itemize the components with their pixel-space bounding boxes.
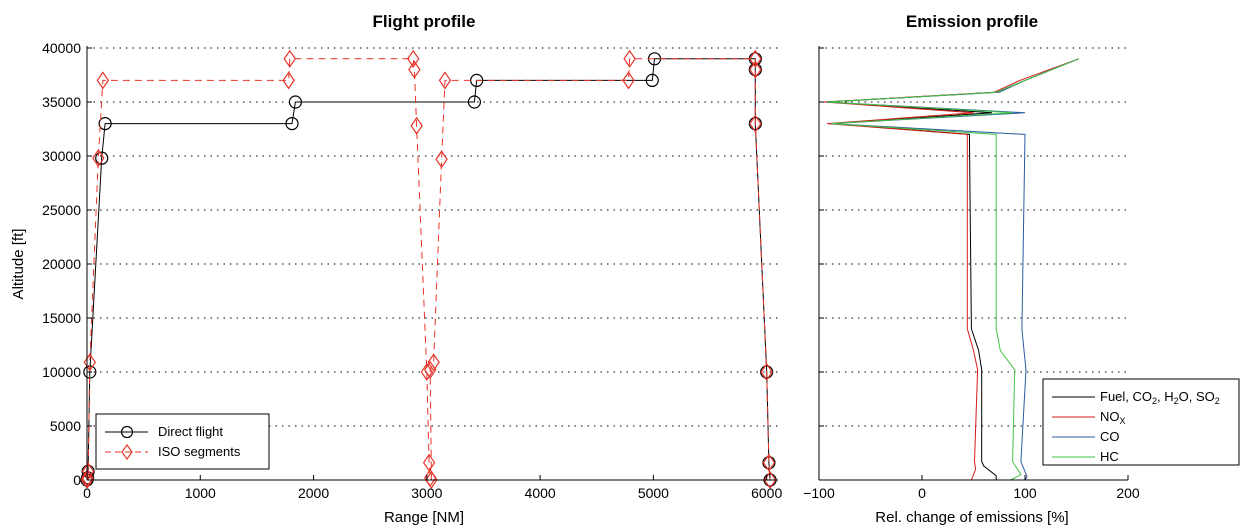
- iso-segments-marker-icon: [121, 443, 133, 461]
- x-tick-label: 0: [83, 485, 91, 501]
- x-tick-label: 200: [1116, 485, 1140, 501]
- y-tick-label: 35000: [42, 94, 81, 110]
- x-tick-label: 3000: [411, 485, 442, 501]
- iso-segment-point: [83, 353, 97, 372]
- y-tick-label: 15000: [42, 310, 81, 326]
- legend-co: CO: [1100, 429, 1120, 444]
- direct-flight-point: [285, 116, 299, 131]
- series-line-direct-flight: [86, 58, 771, 481]
- direct-flight-marker-icon: [120, 425, 134, 439]
- legend-iso-segments: ISO segments: [158, 444, 241, 459]
- legend-fuel: Fuel, CO2, H2O, SO2: [1100, 389, 1220, 406]
- legend-direct-flight: Direct flight: [158, 424, 223, 439]
- direct-flight-point: [467, 95, 482, 109]
- series-line-hc: [827, 58, 1079, 481]
- iso-segment-point: [760, 362, 773, 382]
- iso-segment-point: [438, 71, 452, 90]
- iso-segment-point: [623, 49, 636, 68]
- iso-segment-point: [435, 150, 448, 169]
- flight-profile-xlabel: Range [NM]: [384, 509, 464, 526]
- x-tick-label: 4000: [525, 485, 556, 501]
- x-tick-label: −100: [803, 485, 835, 501]
- series-line-co: [826, 58, 1079, 481]
- legend-nox: NOX: [1100, 409, 1126, 426]
- iso-segment-point: [80, 470, 94, 490]
- iso-segment-point: [81, 462, 95, 481]
- emission-profile-series: [824, 58, 1079, 481]
- emission-profile-xlabel: Rel. change of emissions [%]: [875, 509, 1068, 526]
- direct-flight-point: [645, 73, 659, 88]
- legend-hc: HC: [1100, 449, 1119, 464]
- iso-segment-point: [622, 71, 635, 90]
- iso-segment-point: [424, 360, 437, 379]
- iso-segment-point: [282, 71, 295, 90]
- x-tick-label: 100: [1013, 485, 1037, 501]
- iso-segment-point: [425, 470, 438, 490]
- iso-segment-point: [96, 71, 110, 90]
- iso-segment-point: [749, 114, 762, 133]
- series-line-iso-segments: [86, 58, 771, 481]
- flight-profile-ylabel: Altitude [ft]: [10, 229, 27, 300]
- y-tick-label: 5000: [50, 418, 81, 434]
- iso-segment-point: [407, 49, 420, 68]
- direct-flight-point: [98, 116, 112, 131]
- y-tick-label: 10000: [42, 364, 81, 380]
- flight-profile-title: Flight profile: [373, 12, 476, 31]
- emission-profile-chart: Emission profile −100 0 100 200 Rel. change…: [803, 12, 1240, 526]
- x-tick-label: 2000: [298, 485, 329, 501]
- flight-profile-series: [80, 49, 777, 490]
- iso-segment-point: [749, 60, 762, 79]
- x-tick-label: 1000: [185, 485, 216, 501]
- flight-profile-legend: Direct flight ISO segments: [95, 413, 270, 470]
- y-tick-label: 20000: [42, 256, 81, 272]
- iso-segment-point: [410, 116, 423, 135]
- direct-flight-point: [288, 95, 303, 109]
- y-tick-label: 0: [73, 472, 81, 488]
- iso-segment-point: [762, 453, 776, 472]
- iso-segment-point: [283, 49, 296, 68]
- iso-segment-point: [427, 353, 440, 372]
- x-tick-label: 5000: [638, 485, 669, 501]
- iso-segment-point: [420, 362, 434, 382]
- flight-profile-axes: 0500010000150002000025000300003500040000…: [42, 40, 782, 501]
- x-tick-label: 0: [918, 485, 926, 501]
- y-tick-label: 40000: [42, 40, 81, 56]
- iso-segment-point: [92, 149, 105, 168]
- flight-profile-chart: Flight profile 0500010000150002000025000…: [10, 12, 782, 526]
- emission-profile-title: Emission profile: [906, 12, 1038, 31]
- emission-profile-axes: −100 0 100 200: [803, 46, 1140, 501]
- iso-segment-point: [408, 60, 421, 79]
- y-tick-label: 25000: [42, 202, 81, 218]
- iso-segment-point: [749, 49, 762, 68]
- emission-profile-legend: Fuel, CO2, H2O, SO2 NOX CO HC: [1042, 378, 1240, 466]
- y-tick-label: 30000: [42, 148, 81, 164]
- direct-flight-point: [95, 151, 109, 165]
- x-tick-label: 6000: [751, 485, 782, 501]
